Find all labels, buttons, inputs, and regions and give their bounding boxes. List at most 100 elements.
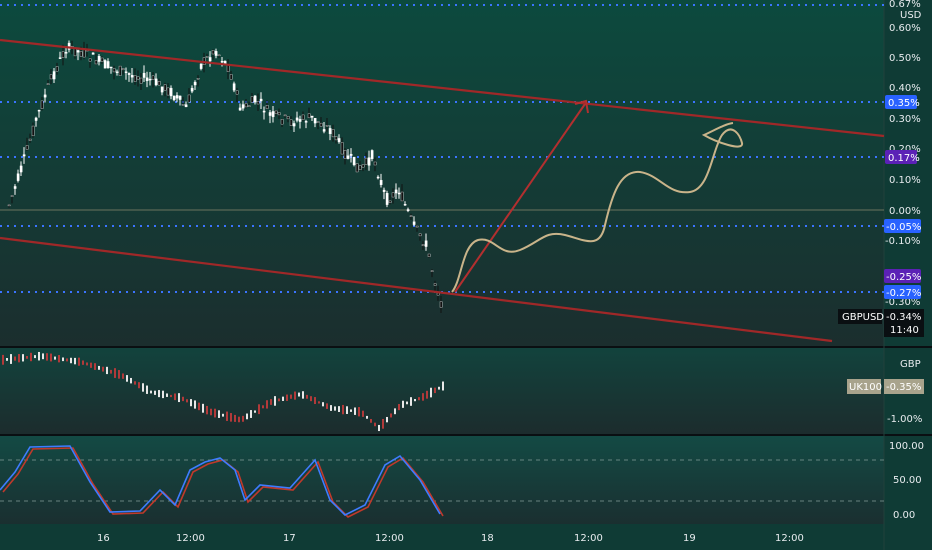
candle-body (148, 78, 152, 81)
candle-body (232, 83, 236, 91)
comparison-bar (270, 399, 272, 405)
comparison-bar (418, 397, 420, 401)
comparison-bar (246, 413, 248, 420)
candle-body (364, 157, 368, 165)
projection-path[interactable] (451, 122, 743, 293)
candle-body (178, 95, 182, 100)
comparison-symbol: UK100 (849, 382, 882, 393)
comparison-symbol-tag[interactable] (847, 379, 881, 394)
candle-body (259, 98, 263, 102)
time-label: 16 (97, 533, 110, 544)
candle-body (229, 74, 233, 80)
channel-drawing[interactable] (0, 38, 885, 343)
level-tag[interactable] (884, 269, 921, 283)
comparison-bar (334, 406, 336, 411)
comparison-candles[interactable] (2, 351, 444, 432)
horizontal-levels[interactable] (0, 4, 884, 293)
comparison-bar (86, 362, 88, 366)
comparison-bar (178, 393, 180, 403)
candle-body (286, 116, 290, 120)
comparison-bar (330, 405, 332, 411)
candle-body (343, 150, 347, 159)
axis-label: 0.00 (893, 510, 915, 521)
candle-body (277, 112, 281, 116)
candle-body (118, 65, 122, 76)
candle-body (319, 122, 323, 127)
candle-body (193, 81, 197, 86)
candle-body (388, 200, 392, 203)
level-tag[interactable] (885, 95, 917, 109)
main-pane[interactable] (0, 0, 884, 346)
candle-body (337, 138, 341, 143)
comparison-bar (206, 405, 208, 415)
candle-body (160, 86, 164, 93)
candle-body (97, 56, 101, 62)
level-tag-text: -0.27% (886, 288, 921, 299)
candle-body (295, 117, 299, 121)
channel-lower-line[interactable] (0, 236, 833, 343)
candle-body (52, 71, 56, 80)
axis-label: 0.50% (889, 53, 921, 64)
candle-body (385, 193, 389, 205)
comparison-bar (214, 408, 216, 418)
level-tag[interactable] (884, 285, 921, 299)
comparison-bar (238, 416, 240, 423)
candle-body (307, 113, 311, 119)
comparison-bar (218, 410, 220, 418)
comparison-bar (2, 354, 4, 365)
candle-body (127, 73, 131, 75)
axis-label: 0.10% (889, 175, 921, 186)
symbol-tag[interactable] (838, 309, 882, 324)
osc-k-line[interactable] (0, 445, 441, 516)
candle-body (379, 180, 383, 185)
comparison-bar (190, 399, 192, 407)
level-tags[interactable]: 0.35% 0.17% -0.05% -0.25% -0.27% -0.34% … (838, 95, 924, 337)
level-tag[interactable] (884, 219, 921, 233)
comparison-bar (30, 352, 32, 362)
comparison-bar (346, 406, 348, 414)
comparison-axis: GBP UK100 -0.35% -1.00% (847, 359, 924, 425)
comparison-bar (62, 357, 64, 362)
comparison-bar (186, 399, 188, 403)
comparison-bar (130, 377, 132, 384)
comparison-bar (74, 357, 76, 365)
comparison-bar (118, 370, 120, 379)
candle-body (43, 94, 47, 98)
price-candles[interactable] (7, 40, 443, 313)
time-axis[interactable] (0, 524, 884, 550)
arrow-head[interactable] (574, 99, 589, 114)
comparison-bar (78, 357, 80, 366)
projection-arrow-line[interactable] (454, 103, 586, 293)
candle-body (241, 104, 245, 109)
candle-body (334, 136, 338, 141)
comparison-pane[interactable] (0, 348, 884, 434)
comparison-bar (406, 401, 408, 405)
axis-label: 0.20% (889, 144, 921, 155)
channel-upper-line[interactable] (0, 38, 885, 138)
comparison-bar (166, 393, 168, 397)
candle-body (208, 57, 212, 62)
comparison-bar (306, 394, 308, 399)
candle-body (289, 119, 293, 127)
currency-label: USD (900, 10, 922, 21)
current-price-tag[interactable] (884, 309, 924, 337)
candle-body (79, 51, 83, 57)
candle-body (109, 66, 113, 69)
candle-body (274, 110, 278, 114)
candle-body (100, 57, 104, 62)
candle-body (244, 103, 248, 108)
candle-body (163, 84, 167, 91)
comparison-bar (322, 402, 324, 407)
time-label: 12:00 (574, 533, 603, 544)
comparison-bar (294, 391, 296, 400)
level-tag[interactable] (885, 150, 917, 164)
candle-body (169, 87, 173, 97)
comparison-bar (194, 400, 196, 409)
comparison-value-tag[interactable] (884, 379, 924, 394)
candle-body (115, 71, 119, 73)
candle-body (121, 68, 125, 71)
comparison-bar (54, 356, 56, 360)
comparison-bar (26, 356, 28, 359)
comparison-bar (158, 390, 160, 398)
